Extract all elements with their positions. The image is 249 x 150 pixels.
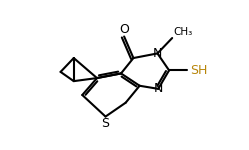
Text: N: N — [153, 47, 162, 60]
Text: SH: SH — [190, 64, 207, 77]
Text: S: S — [102, 117, 110, 130]
Text: N: N — [154, 82, 163, 95]
Text: O: O — [119, 23, 129, 36]
Text: CH₃: CH₃ — [174, 27, 193, 37]
